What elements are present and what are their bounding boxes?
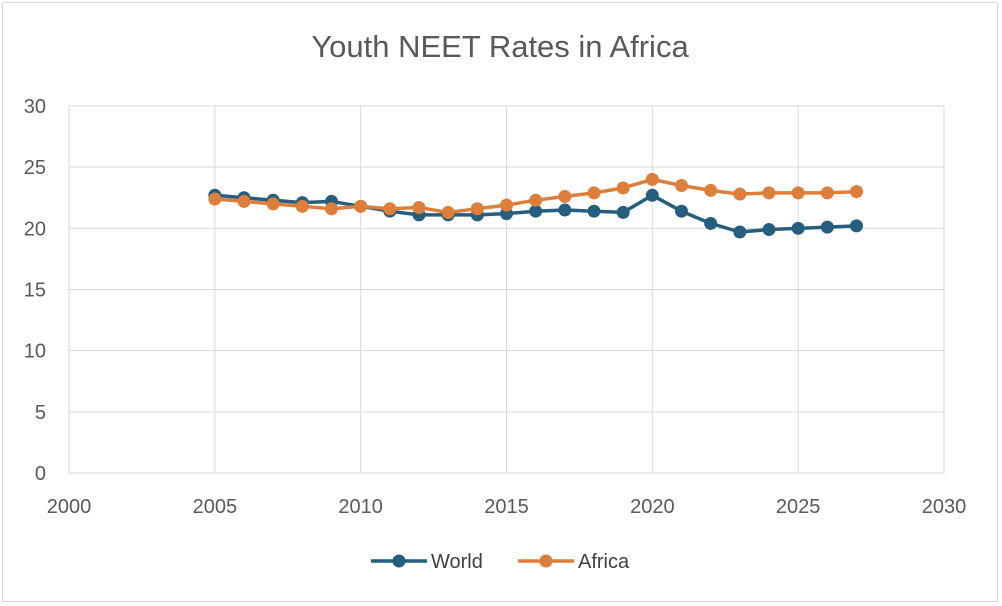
gridlines [68, 105, 945, 474]
africa-point [354, 199, 368, 213]
africa-point [208, 192, 222, 206]
legend: World Africa [371, 551, 630, 573]
world-point [645, 188, 659, 202]
africa-point [675, 179, 688, 193]
world-point [820, 220, 834, 234]
chart-title: Youth NEET Rates in Africa [311, 29, 689, 64]
africa-point [762, 186, 776, 200]
legend-label: World [431, 551, 483, 573]
x-axis-ticks: 2000 2005 2010 2015 2020 2025 2030 [47, 496, 967, 518]
africa-point [266, 197, 280, 211]
x-tick-label: 2030 [922, 496, 967, 518]
y-tick-label: 30 [24, 96, 46, 118]
africa-point [820, 186, 834, 200]
world-point [791, 221, 805, 235]
world-point [558, 203, 572, 217]
africa-point [500, 198, 513, 212]
africa-point [470, 202, 484, 216]
y-tick-label: 5 [35, 402, 46, 424]
legend-swatch-marker [539, 554, 553, 568]
world-point [762, 223, 776, 237]
world-point [529, 204, 543, 218]
world-point [616, 205, 630, 219]
africa-point [704, 183, 718, 197]
africa-point [733, 187, 747, 201]
africa-point [791, 186, 805, 200]
africa-point [587, 186, 601, 200]
world-point [733, 225, 747, 239]
legend-item-africa: Africa [518, 551, 630, 573]
y-tick-label: 15 [24, 280, 46, 302]
legend-swatch-marker [392, 554, 406, 568]
x-tick-label: 2010 [338, 496, 383, 518]
africa-point [325, 202, 338, 216]
x-tick-label: 2020 [630, 496, 675, 518]
x-tick-label: 2025 [776, 496, 821, 518]
africa-point [295, 199, 309, 213]
series-layer [208, 172, 863, 239]
africa-point [558, 190, 572, 204]
legend-item-world: World [371, 551, 483, 573]
world-point [850, 219, 863, 233]
x-tick-label: 2015 [484, 496, 529, 518]
y-axis-ticks: 0 5 10 15 20 25 30 [24, 96, 46, 485]
y-tick-label: 25 [24, 157, 46, 179]
africa-point [645, 172, 659, 186]
africa-point [529, 193, 543, 207]
world-point [704, 216, 718, 230]
y-tick-label: 20 [24, 218, 46, 240]
world-point [675, 204, 688, 218]
legend-label: Africa [578, 551, 630, 573]
africa-point [237, 194, 251, 208]
x-tick-label: 2000 [47, 496, 92, 518]
y-tick-label: 0 [35, 463, 46, 485]
africa-point [412, 201, 426, 215]
x-tick-label: 2005 [193, 496, 238, 518]
africa-point [383, 202, 397, 216]
y-tick-label: 10 [24, 341, 46, 363]
series-africa [208, 172, 863, 219]
world-point [587, 204, 601, 218]
africa-point [850, 185, 863, 199]
africa-point [616, 181, 630, 195]
africa-point [441, 205, 455, 219]
